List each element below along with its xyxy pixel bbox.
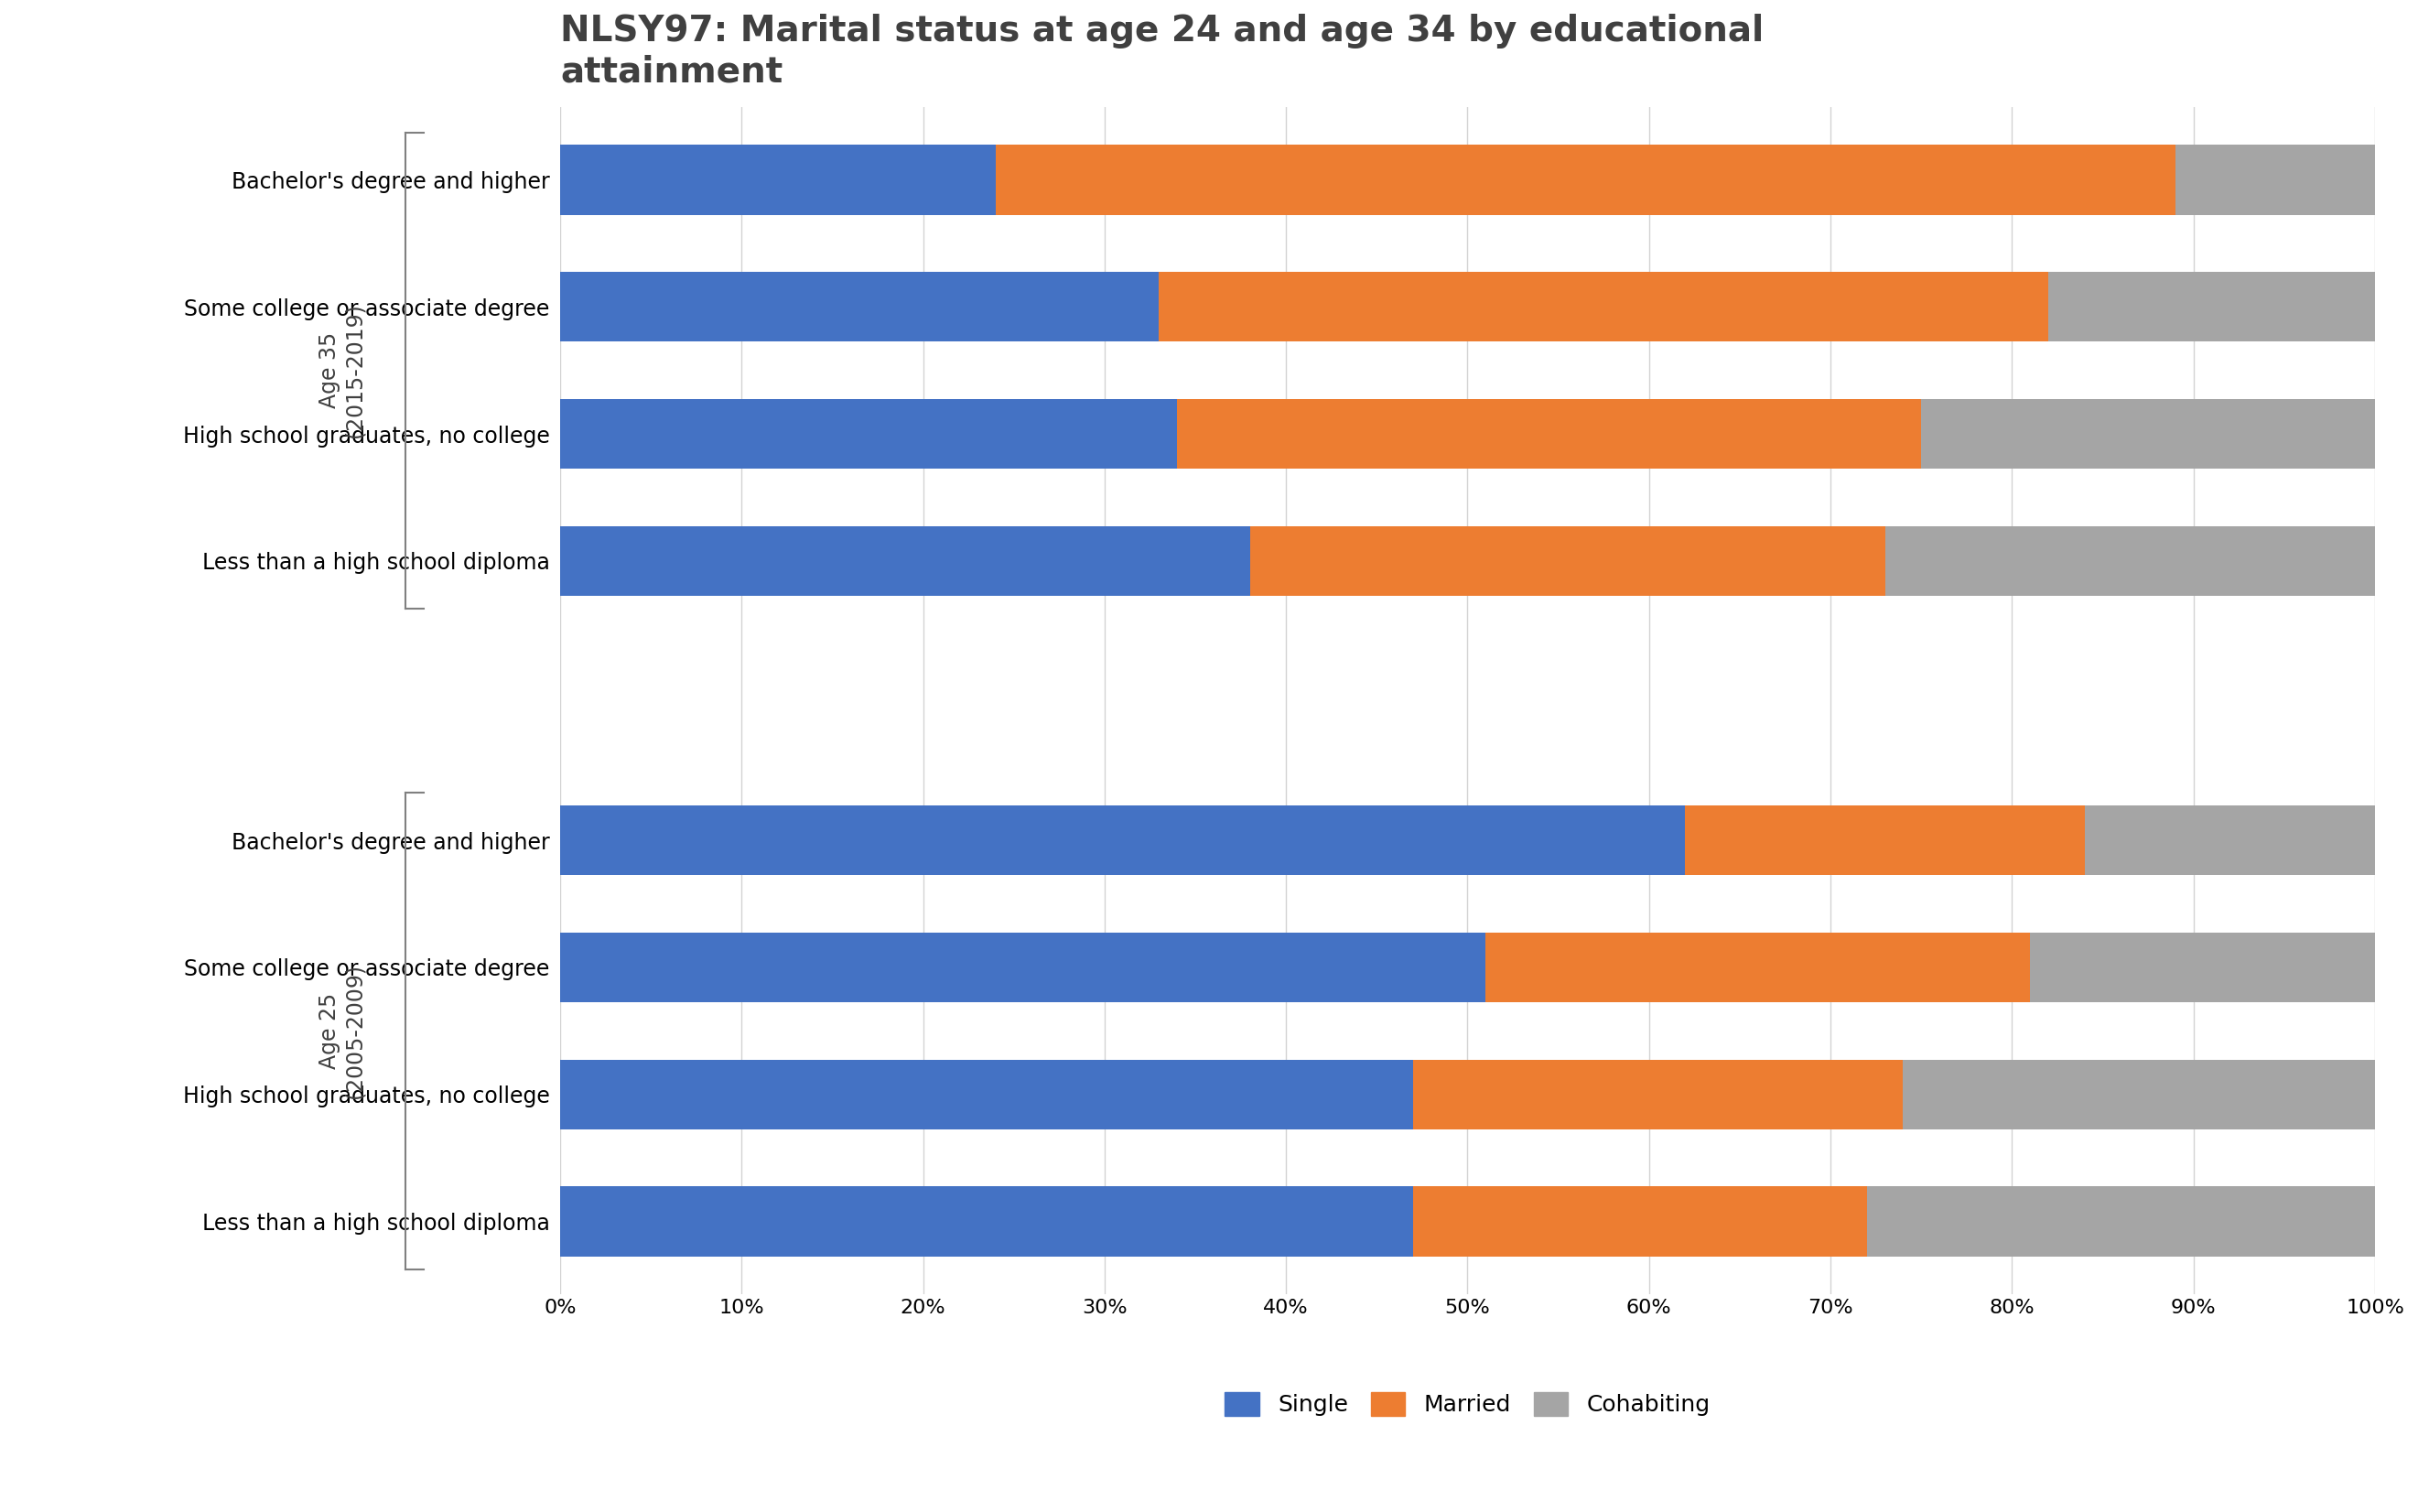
Bar bbox=[1412, 1187, 1867, 1256]
Text: Age 35
(2015-2019): Age 35 (2015-2019) bbox=[319, 304, 365, 437]
Legend: Single, Married, Cohabiting: Single, Married, Cohabiting bbox=[1216, 1383, 1719, 1426]
Text: Age 25
(2005-2009): Age 25 (2005-2009) bbox=[319, 963, 365, 1098]
Bar bbox=[561, 526, 1250, 596]
Bar bbox=[2048, 272, 2374, 342]
Bar bbox=[1158, 272, 2048, 342]
Bar bbox=[1903, 1060, 2374, 1129]
Bar bbox=[1412, 1060, 1903, 1129]
Bar bbox=[1922, 399, 2374, 469]
Bar bbox=[2031, 933, 2374, 1002]
Bar bbox=[1867, 1187, 2374, 1256]
Bar bbox=[996, 145, 2176, 215]
Bar bbox=[1886, 526, 2374, 596]
Bar bbox=[561, 806, 1685, 875]
Bar bbox=[561, 145, 996, 215]
Bar bbox=[561, 399, 1178, 469]
Bar bbox=[2084, 806, 2374, 875]
Bar bbox=[2176, 145, 2374, 215]
Bar bbox=[1178, 399, 1922, 469]
Bar bbox=[561, 1187, 1412, 1256]
Bar bbox=[561, 933, 1485, 1002]
Bar bbox=[561, 1060, 1412, 1129]
Bar bbox=[1250, 526, 1886, 596]
Bar bbox=[1485, 933, 2031, 1002]
Bar bbox=[561, 272, 1158, 342]
Text: NLSY97: Marital status at age 24 and age 34 by educational
attainment: NLSY97: Marital status at age 24 and age… bbox=[561, 14, 1763, 89]
Bar bbox=[1685, 806, 2084, 875]
